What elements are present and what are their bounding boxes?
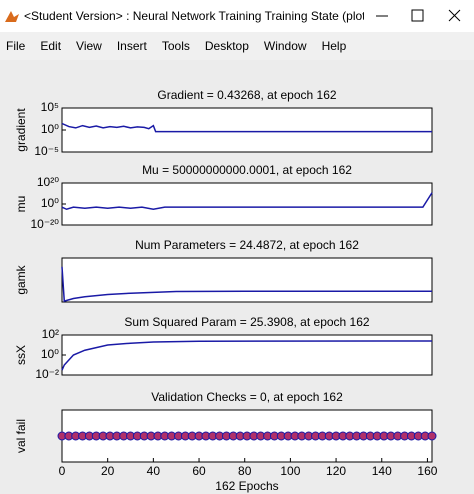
data-line <box>61 122 432 133</box>
y-tick-label: 10⁰ <box>41 347 59 361</box>
axes <box>61 182 433 226</box>
data-line <box>61 340 433 371</box>
y-tick-label: 10² <box>42 327 59 341</box>
x-tick-label: 40 <box>147 464 161 478</box>
y-tick-label: 10²⁰ <box>37 175 59 189</box>
window-title: <Student Version> : Neural Network Train… <box>24 9 364 23</box>
x-tick-label: 160 <box>417 464 437 478</box>
menu-item[interactable]: Edit <box>40 39 62 53</box>
y-tick-label: 10⁰ <box>41 196 59 210</box>
y-axis-label: gradient <box>14 108 28 152</box>
chart-title: Gradient = 0.43268, at epoch 162 <box>157 88 336 102</box>
menu-bar: File Edit View Insert Tools Desktop Window Help <box>0 32 474 60</box>
axes <box>61 257 433 303</box>
window-controls[interactable] <box>364 6 474 26</box>
y-tick-label: 10⁻²⁰ <box>31 217 60 231</box>
menu-item[interactable]: Insert <box>116 39 147 53</box>
menu-item[interactable]: Tools <box>161 39 190 53</box>
y-tick-label: 10⁰ <box>41 122 59 136</box>
data-line <box>61 192 433 211</box>
y-tick-label: 10⁵ <box>41 100 59 114</box>
x-tick-label: 60 <box>192 464 206 478</box>
title-bar: <Student Version> : Neural Network Train… <box>0 0 474 32</box>
menu-item[interactable]: Desktop <box>204 39 249 53</box>
menu-item[interactable]: View <box>76 39 102 53</box>
x-tick-label: 120 <box>326 464 346 478</box>
x-tick-label: 0 <box>59 464 66 478</box>
x-tick-label: 80 <box>238 464 252 478</box>
y-axis-label: ssX <box>14 345 28 365</box>
y-axis-label: val fail <box>14 419 28 453</box>
x-tick-label: 20 <box>101 464 115 478</box>
y-axis-label: mu <box>14 196 28 213</box>
app-icon <box>5 11 19 22</box>
chart-title: Sum Squared Param = 25.3908, at epoch 16… <box>124 315 369 329</box>
y-axis-label: gamk <box>14 264 28 294</box>
data-line <box>61 266 433 303</box>
chart-title: Validation Checks = 0, at epoch 162 <box>151 390 343 404</box>
menu-item[interactable]: File <box>6 39 26 53</box>
x-axis-label: 162 Epochs <box>215 479 278 493</box>
y-tick-label: 10⁻² <box>35 367 59 381</box>
data-marker <box>427 431 437 441</box>
chart-title: Num Parameters = 24.4872, at epoch 162 <box>135 238 359 252</box>
menu-item[interactable]: Window <box>263 39 307 53</box>
x-tick-label: 140 <box>372 464 392 478</box>
chart-title: Mu = 50000000000.0001, at epoch 162 <box>142 163 352 177</box>
x-tick-label: 100 <box>280 464 300 478</box>
axes <box>61 107 433 153</box>
menu-item[interactable]: Help <box>321 39 347 53</box>
y-tick-label: 10⁻⁵ <box>34 144 59 158</box>
figure: Gradient = 0.43268, at epoch 162 gradient… <box>14 88 438 493</box>
